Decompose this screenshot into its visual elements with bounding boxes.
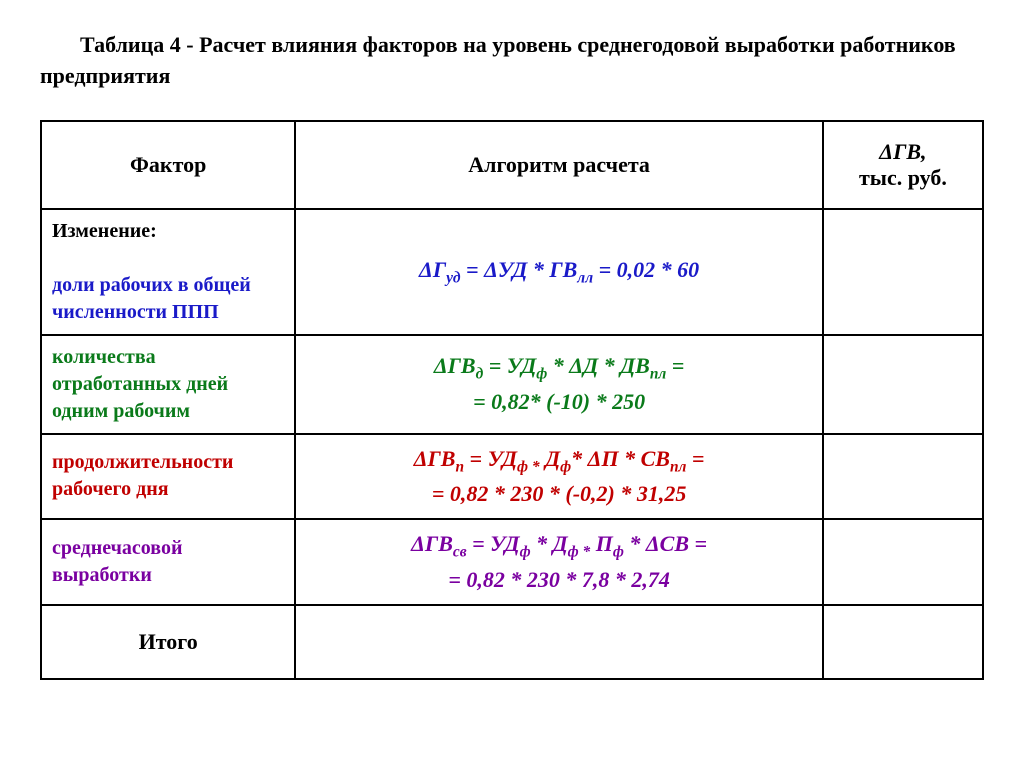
dgv-cell-1 — [823, 335, 983, 434]
header-algo: Алгоритм расчета — [295, 121, 823, 209]
table-row: количества отработанных дней одним рабоч… — [41, 335, 983, 434]
table-row-itogo: Итого — [41, 605, 983, 679]
factor-cell-1: количества отработанных дней одним рабоч… — [41, 335, 295, 434]
factor-text-0: доли рабочих в общей численности ППП — [52, 274, 251, 323]
algo-cell-1: ΔГВд = УДф * ΔД * ДВпл == 0,82* (-10) * … — [295, 335, 823, 434]
factors-table: Фактор Алгоритм расчета ΔГВ, тыс. руб. И… — [40, 120, 984, 680]
factor-cell-0: Изменение: доли рабочих в общей численно… — [41, 209, 295, 335]
itogo-label: Итого — [41, 605, 295, 679]
header-dgv-line1: ΔГВ, — [879, 139, 926, 164]
dgv-cell-3 — [823, 519, 983, 605]
table-caption: Таблица 4 - Расчет влияния факторов на у… — [40, 30, 984, 92]
header-dgv: ΔГВ, тыс. руб. — [823, 121, 983, 209]
dgv-cell-2 — [823, 434, 983, 520]
header-factor: Фактор — [41, 121, 295, 209]
factor-cell-3: среднечасовой выработки — [41, 519, 295, 605]
algo-cell-0: ΔГуд = ΔУД * ГВлл = 0,02 * 60 — [295, 209, 823, 335]
itogo-algo — [295, 605, 823, 679]
table-row: среднечасовой выработки ΔГВсв = УДф * Дф… — [41, 519, 983, 605]
factor-cell-2: продолжительности рабочего дня — [41, 434, 295, 520]
algo-cell-3: ΔГВсв = УДф * Дф * Пф * ΔСВ == 0,82 * 23… — [295, 519, 823, 605]
table-row: продолжительности рабочего дня ΔГВп = УД… — [41, 434, 983, 520]
header-dgv-line2: тыс. руб. — [859, 165, 947, 190]
itogo-dgv — [823, 605, 983, 679]
factor-prefix: Изменение: — [52, 220, 157, 242]
dgv-cell-0 — [823, 209, 983, 335]
header-row: Фактор Алгоритм расчета ΔГВ, тыс. руб. — [41, 121, 983, 209]
algo-cell-2: ΔГВп = УДф * Дф* ΔП * СВпл == 0,82 * 230… — [295, 434, 823, 520]
table-row: Изменение: доли рабочих в общей численно… — [41, 209, 983, 335]
